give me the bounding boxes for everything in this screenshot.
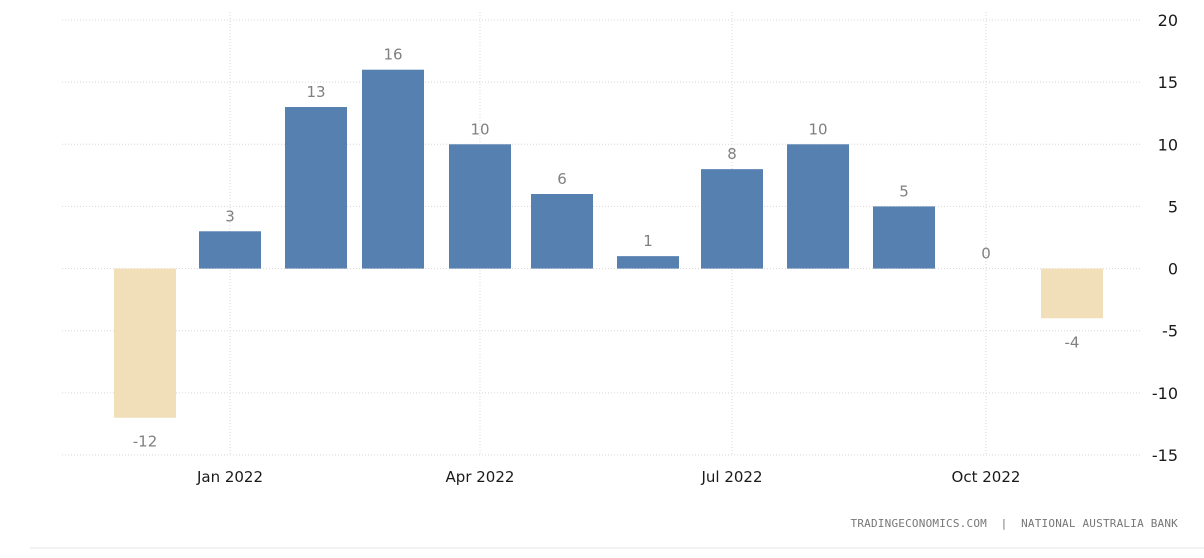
y-tick-label: -5 <box>1162 322 1178 341</box>
bar <box>114 268 176 418</box>
gridlines <box>62 12 1140 456</box>
y-tick-label: 0 <box>1168 260 1178 279</box>
y-tick-label: 20 <box>1158 11 1178 30</box>
data-label: 0 <box>981 245 991 263</box>
data-label: 1 <box>643 232 653 250</box>
bar <box>199 231 261 269</box>
data-label: 10 <box>808 120 827 138</box>
bar <box>1041 268 1103 319</box>
bar <box>701 169 763 269</box>
y-axis: 20 15 10 5 0 -5 -10 -15 <box>1152 11 1178 465</box>
data-label: 5 <box>899 182 909 200</box>
data-label: 10 <box>470 120 489 138</box>
bars <box>114 69 1103 418</box>
bar <box>531 194 593 269</box>
bar <box>449 144 511 269</box>
data-label: 13 <box>306 83 325 101</box>
y-tick-label: -10 <box>1152 384 1178 403</box>
x-tick-label: Apr 2022 <box>446 468 515 486</box>
bar <box>362 69 424 269</box>
bar <box>617 256 679 269</box>
x-tick-label: Jan 2022 <box>196 468 263 486</box>
y-tick-label: 15 <box>1158 73 1178 92</box>
data-label: 16 <box>383 46 402 64</box>
bar <box>873 206 935 269</box>
source-credit: TRADINGECONOMICS.COM | NATIONAL AUSTRALI… <box>851 517 1179 530</box>
data-labels: -12 3 13 16 10 6 1 8 10 5 0 -4 <box>133 46 1080 451</box>
bar <box>285 107 347 269</box>
y-tick-label: -15 <box>1152 446 1178 465</box>
x-axis: Jan 2022 Apr 2022 Jul 2022 Oct 2022 <box>196 468 1020 486</box>
y-tick-label: 10 <box>1158 135 1178 154</box>
data-label: 8 <box>727 145 737 163</box>
data-label: 3 <box>225 207 235 225</box>
x-tick-label: Jul 2022 <box>700 468 762 486</box>
bar <box>787 144 849 269</box>
data-label: -12 <box>133 433 158 451</box>
data-label: -4 <box>1065 333 1080 351</box>
y-tick-label: 5 <box>1168 197 1178 216</box>
x-tick-label: Oct 2022 <box>952 468 1021 486</box>
data-label: 6 <box>557 170 567 188</box>
